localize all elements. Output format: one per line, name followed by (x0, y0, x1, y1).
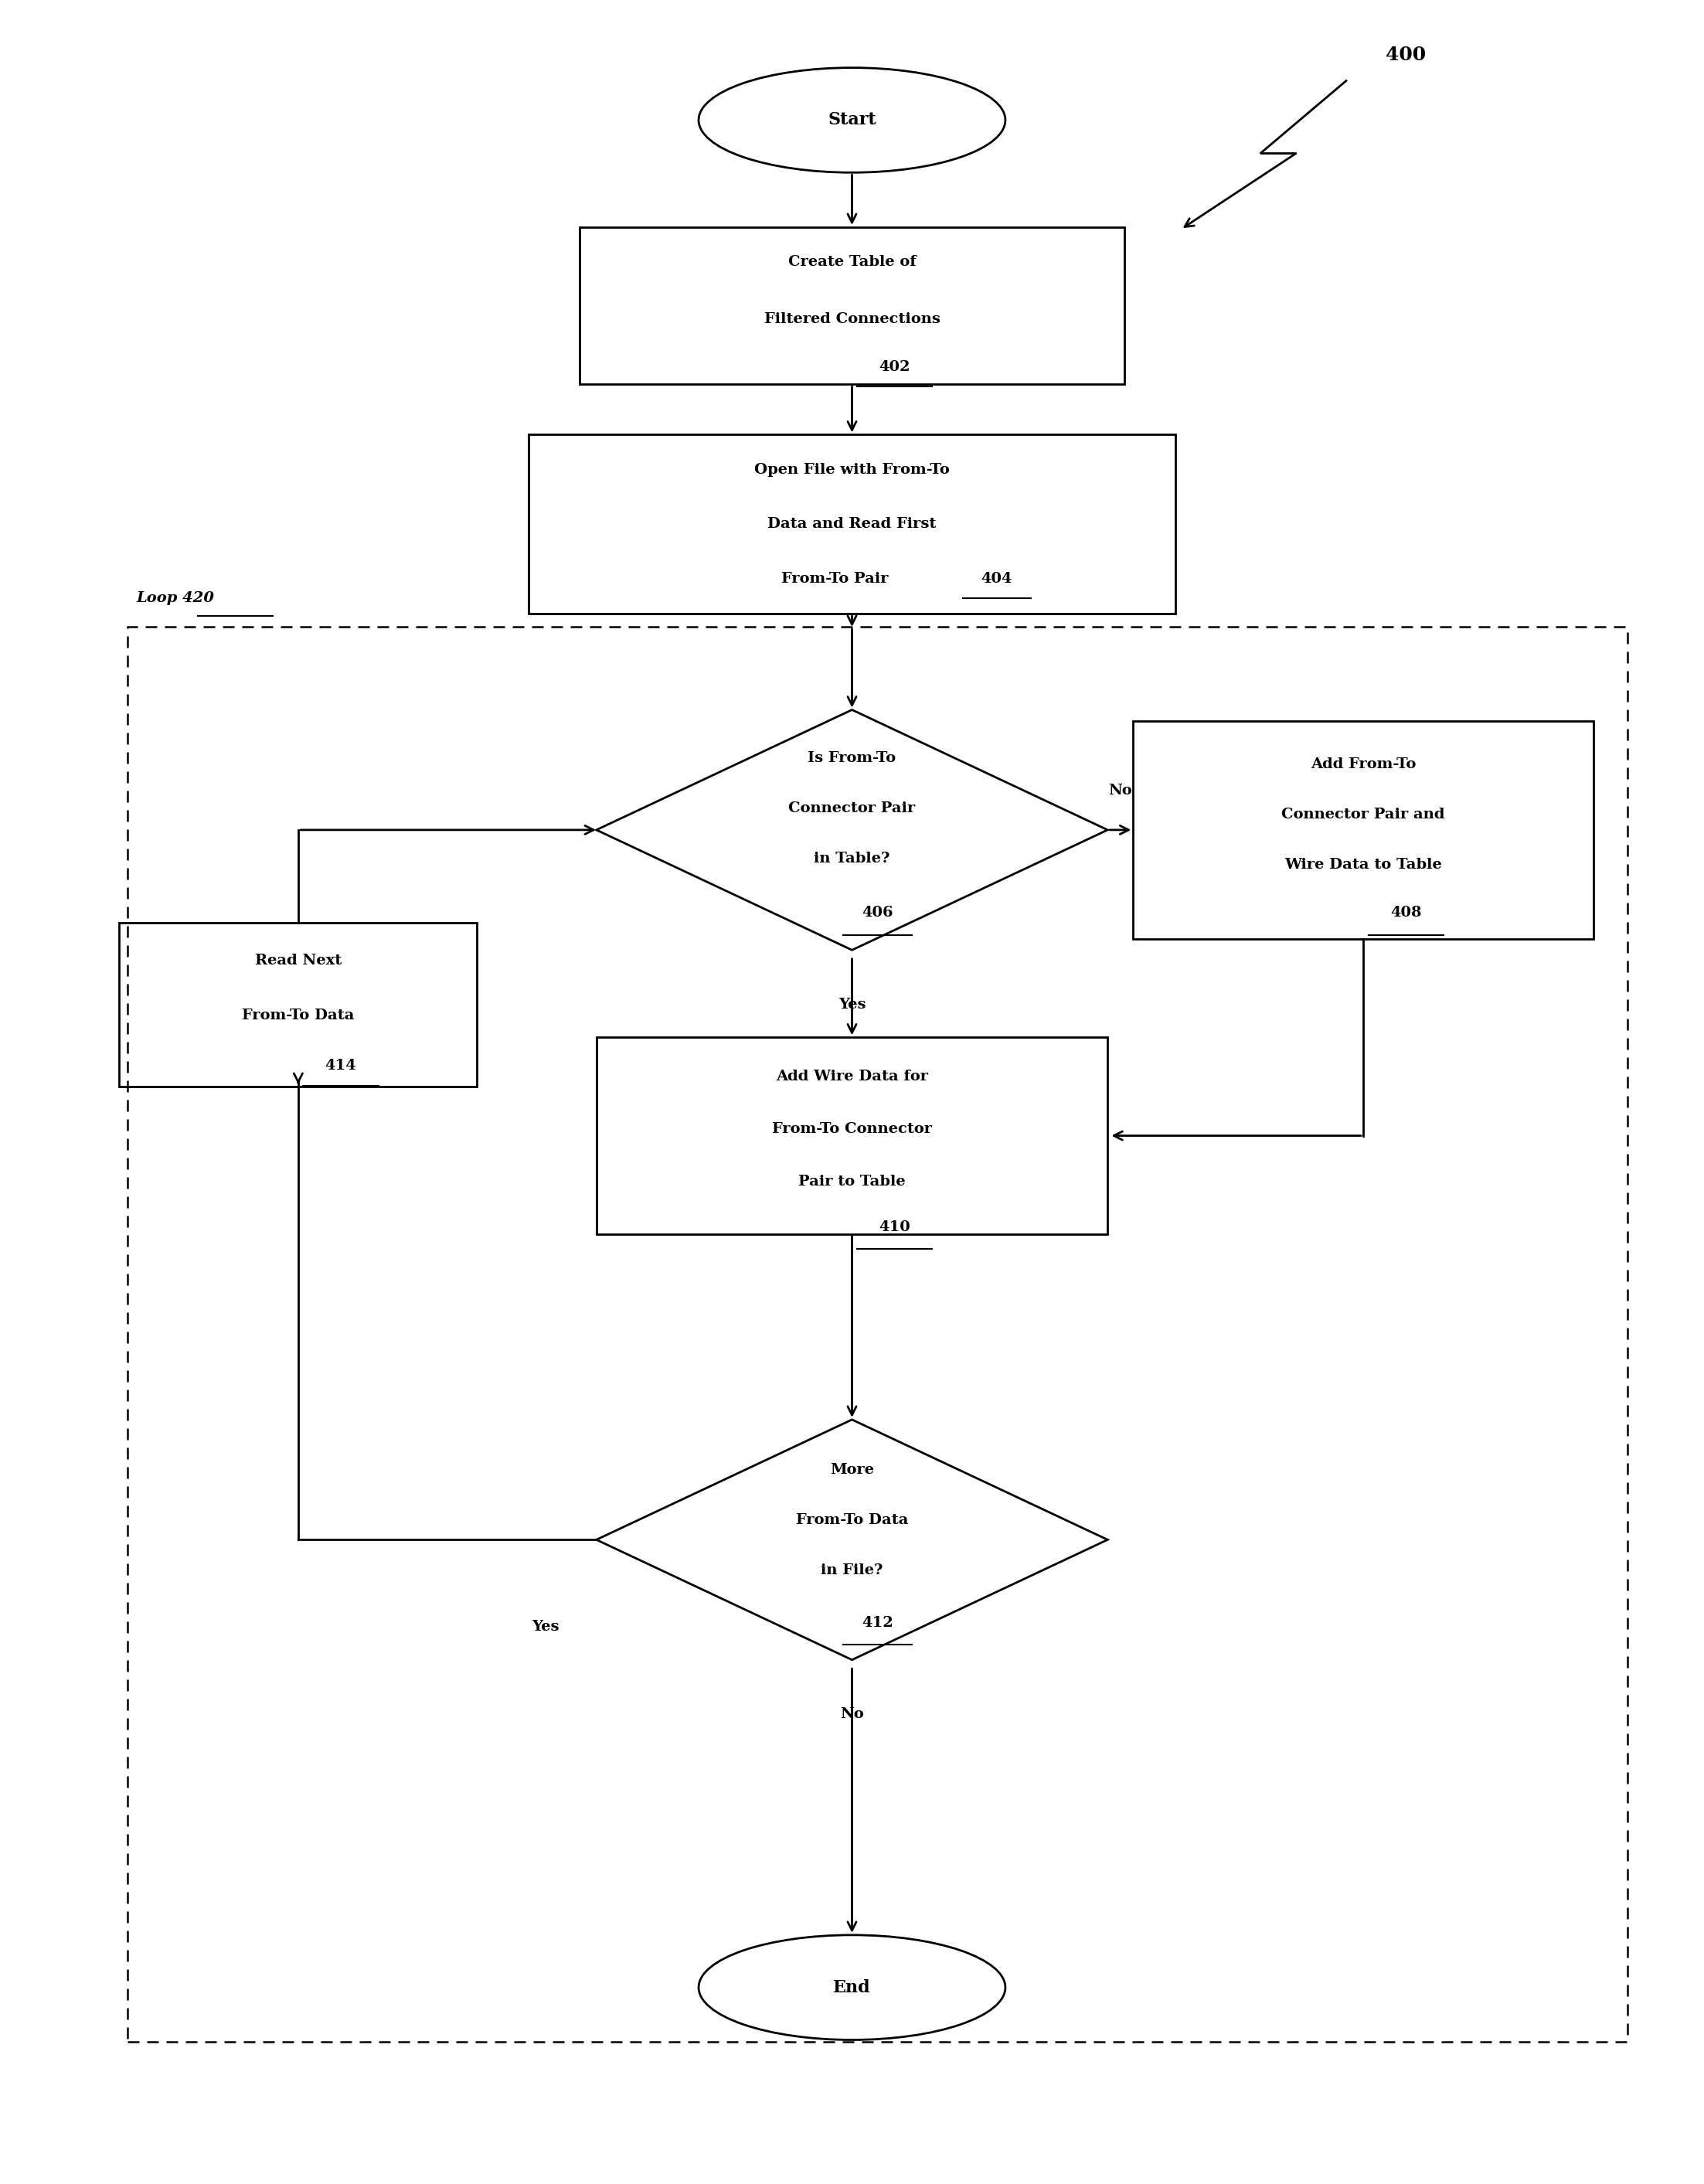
Text: From-To Data: From-To Data (242, 1009, 354, 1022)
Text: Connector Pair and: Connector Pair and (1281, 808, 1445, 821)
Text: More: More (830, 1463, 874, 1476)
Text: No: No (840, 1708, 864, 1721)
Bar (1133, 721, 1593, 939)
Text: Loop 420: Loop 420 (136, 592, 215, 605)
Text: 406: 406 (862, 906, 893, 919)
Text: Create Table of: Create Table of (787, 256, 917, 269)
Text: Wire Data to Table: Wire Data to Table (1285, 858, 1442, 871)
Text: Pair to Table: Pair to Table (799, 1175, 905, 1188)
Text: 412: 412 (862, 1616, 893, 1629)
Text: From-To Connector: From-To Connector (772, 1123, 932, 1136)
Text: Add From-To: Add From-To (1310, 758, 1416, 771)
Bar (596, 1037, 1108, 1234)
Text: 408: 408 (1390, 906, 1421, 919)
Text: From-To Data: From-To Data (796, 1514, 908, 1527)
Text: Connector Pair: Connector Pair (789, 802, 915, 815)
Text: 400: 400 (1385, 46, 1426, 63)
Text: Is From-To: Is From-To (808, 751, 896, 764)
Text: Open File with From-To: Open File with From-To (755, 463, 949, 476)
Text: Data and Read First: Data and Read First (767, 518, 937, 531)
Text: 402: 402 (879, 360, 910, 373)
Text: in Table?: in Table? (815, 852, 889, 865)
Bar (528, 435, 1176, 614)
Bar (579, 227, 1125, 384)
Bar (119, 922, 477, 1085)
Text: From-To Pair: From-To Pair (782, 572, 888, 585)
Text: Yes: Yes (838, 998, 866, 1011)
Text: Add Wire Data for: Add Wire Data for (775, 1070, 929, 1083)
Text: in File?: in File? (821, 1564, 883, 1577)
Text: 414: 414 (325, 1059, 356, 1072)
Text: Filtered Connections: Filtered Connections (763, 312, 941, 325)
Text: 404: 404 (982, 572, 1012, 585)
Text: End: End (833, 1979, 871, 1996)
Text: Start: Start (828, 111, 876, 129)
Text: No: No (1109, 784, 1131, 797)
Text: 410: 410 (879, 1221, 910, 1234)
Text: Yes: Yes (532, 1621, 559, 1634)
Text: Read Next: Read Next (256, 954, 341, 968)
Bar (128, 627, 1627, 2042)
